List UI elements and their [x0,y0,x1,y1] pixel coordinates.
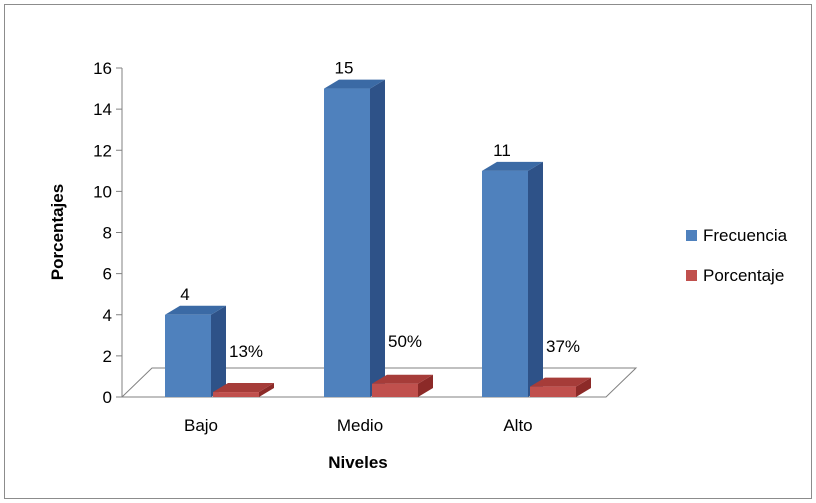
x-tick-label-medio: Medio [337,416,383,435]
bar-side [370,79,385,397]
data-label-frecuencia-bajo: 4 [180,285,189,304]
bar-side [528,161,543,397]
x-tick-label-bajo: Bajo [184,416,218,435]
bar-side [211,305,226,397]
y-tick-label: 10 [93,182,112,201]
data-labels: 4 13% 15 50% 11 37% [180,59,580,361]
legend-swatch [686,270,697,281]
bar-front [372,383,418,397]
y-tick-label: 0 [103,388,112,407]
y-tick-label: 2 [103,347,112,366]
data-label-porcentaje-bajo: 13% [229,342,263,361]
data-label-frecuencia-alto: 11 [493,141,511,160]
data-label-porcentaje-alto: 37% [546,337,580,356]
bar-front [213,392,259,397]
data-label-frecuencia-medio: 15 [335,59,354,78]
y-tick-label: 16 [93,59,112,78]
bar-porcentaje-medio [372,374,433,397]
bar-top [324,79,385,89]
bar-front [165,314,211,397]
y-ticks: 0 2 4 6 8 10 12 14 16 [93,59,122,407]
y-tick-label: 6 [103,265,112,284]
bar-front [324,88,370,397]
legend-swatch [686,230,697,241]
bar-top [213,383,274,393]
bar-front [482,170,528,397]
y-tick-label: 8 [103,224,112,243]
data-label-porcentaje-medio: 50% [388,332,422,351]
bar-side [418,374,433,397]
bar-side [259,383,274,397]
bar-porcentaje-bajo [213,383,274,397]
x-axis-title: Niveles [328,453,388,472]
bar-top [165,305,226,315]
bar-frecuencia-alto [482,161,543,397]
legend-label: Porcentaje [703,266,784,285]
y-tick-label: 4 [103,306,112,325]
bar-top [372,374,433,384]
bar-frecuencia-bajo [165,305,226,397]
y-axis-title: Porcentajes [48,184,67,280]
x-tick-label-alto: Alto [503,416,532,435]
bar-porcentaje-alto [530,377,591,397]
chart-floor [120,367,638,398]
bar-top [530,377,591,387]
legend: Frecuencia Porcentaje [686,226,788,285]
x-tick-labels: Bajo Medio Alto [184,416,533,435]
legend-label: Frecuencia [703,226,788,245]
bars [165,79,591,397]
y-tick-label: 12 [93,141,112,160]
legend-item-porcentaje: Porcentaje [686,266,784,285]
legend-item-frecuencia: Frecuencia [686,226,788,245]
bar-front [530,386,576,397]
bar-side [576,377,591,397]
y-tick-label: 14 [93,100,112,119]
bar-top [482,161,543,171]
bar-frecuencia-medio [324,79,385,397]
chart-frame [4,4,812,499]
